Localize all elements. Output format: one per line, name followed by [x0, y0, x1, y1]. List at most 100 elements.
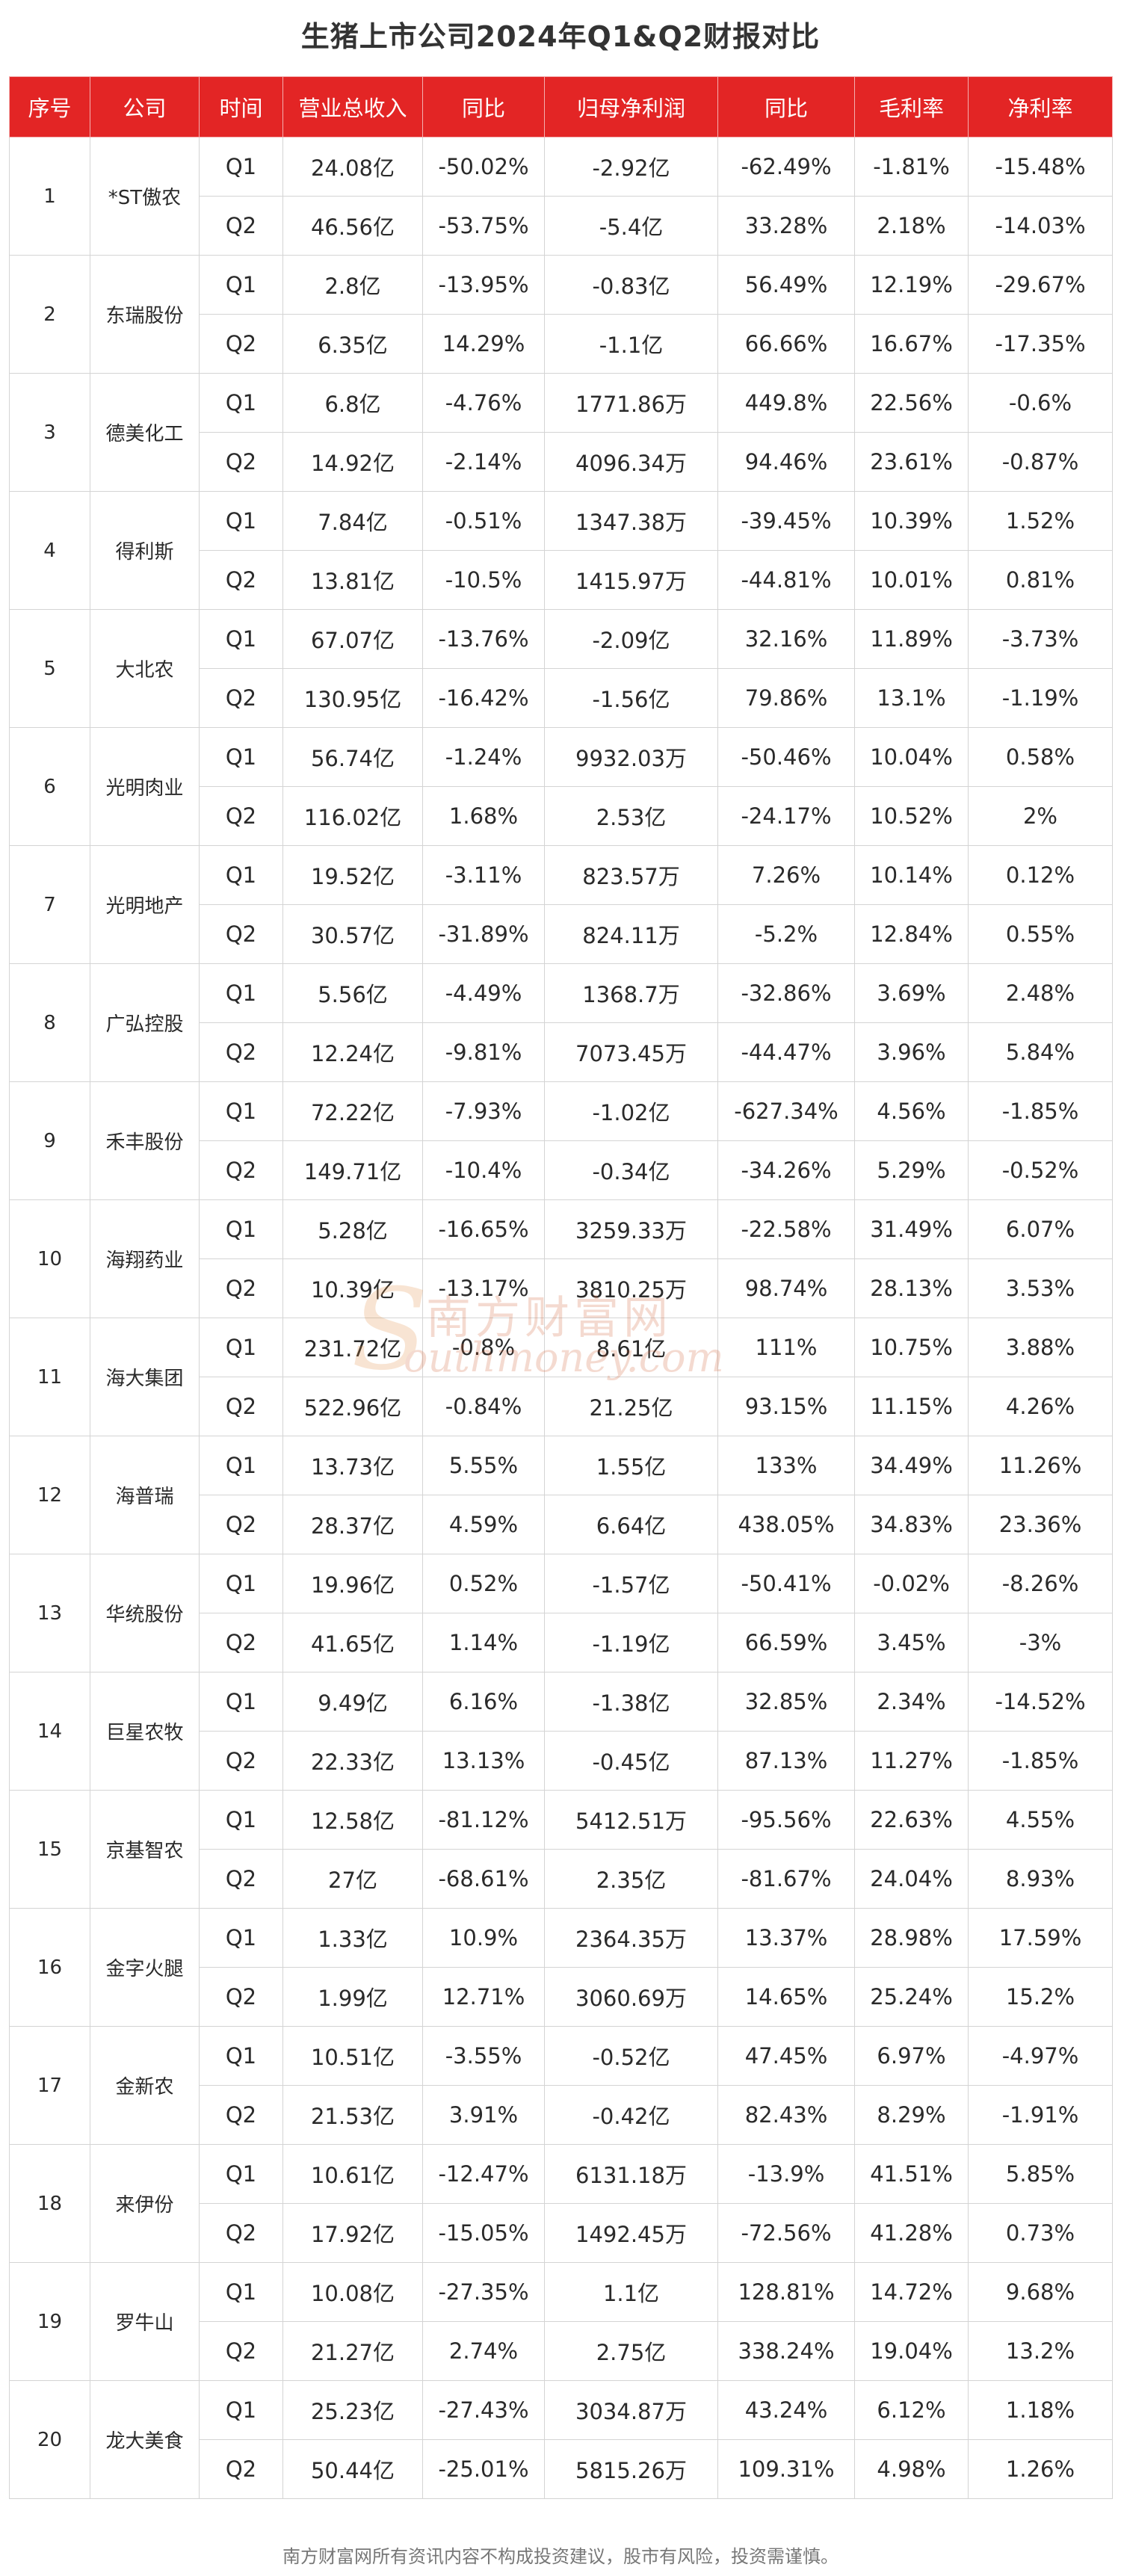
cell-revenue-yoy: -3.11%	[422, 845, 545, 905]
table-row: Q2 13.81亿 -10.5% 1415.97万 -44.81% 10.01% 0.81%	[10, 550, 1113, 610]
cell-gross-margin: 34.49%	[854, 1436, 969, 1495]
cell-company: 禾丰股份	[90, 1081, 200, 1200]
cell-period: Q2	[199, 2203, 283, 2263]
cell-net-margin: 5.85%	[968, 2144, 1113, 2204]
cell-net-profit: -1.57亿	[544, 1554, 718, 1613]
cell-revenue-yoy: 13.13%	[422, 1731, 545, 1791]
cell-gross-margin: 10.75%	[854, 1318, 969, 1377]
cell-index: 14	[9, 1672, 90, 1791]
cell-period: Q1	[199, 2262, 283, 2322]
cell-profit-yoy: 87.13%	[717, 1731, 855, 1791]
cell-net-profit: -0.34亿	[544, 1140, 718, 1200]
cell-period: Q1	[199, 1199, 283, 1259]
financial-comparison-table: 序号 公司 时间 营业总收入 同比 归母净利润 同比 毛利率 净利率 1 *ST傲…	[9, 76, 1113, 2499]
cell-revenue-yoy: -1.24%	[422, 727, 545, 787]
cell-profit-yoy: 33.28%	[717, 196, 855, 256]
cell-net-margin: 4.26%	[968, 1377, 1113, 1436]
table-row: 4 得利斯 Q1 7.84亿 -0.51% 1347.38万 -39.45% 10.39% 1.…	[9, 491, 1113, 610]
cell-net-profit: 2364.35万	[544, 1908, 718, 1968]
table-row: 5 大北农 Q1 67.07亿 -13.76% -2.09亿 32.16% 11.89% -3.…	[9, 609, 1113, 728]
cell-profit-yoy: -22.58%	[717, 1199, 855, 1259]
cell-revenue: 6.35亿	[282, 314, 423, 374]
cell-index: 18	[9, 2144, 90, 2263]
cell-revenue: 30.57亿	[282, 904, 423, 964]
cell-profit-yoy: 66.66%	[717, 314, 855, 374]
cell-gross-margin: 25.24%	[854, 1967, 969, 2027]
cell-index: 2	[9, 255, 90, 374]
cell-gross-margin: 22.56%	[854, 373, 969, 433]
cell-gross-margin: 10.01%	[854, 550, 969, 610]
cell-net-profit: 2.35亿	[544, 1849, 718, 1909]
cell-net-profit: -0.52亿	[544, 2026, 718, 2086]
table-row: Q2 14.92亿 -2.14% 4096.34万 94.46% 23.61% -0.87%	[10, 432, 1113, 492]
cell-net-margin: 0.73%	[968, 2203, 1113, 2263]
cell-profit-yoy: 98.74%	[717, 1258, 855, 1318]
cell-revenue-yoy: -13.76%	[422, 609, 545, 669]
cell-net-margin: 1.18%	[968, 2380, 1113, 2440]
cell-net-margin: 4.55%	[968, 1790, 1113, 1850]
cell-net-margin: 0.12%	[968, 845, 1113, 905]
cell-revenue: 21.53亿	[282, 2085, 423, 2145]
cell-profit-yoy: -34.26%	[717, 1140, 855, 1200]
cell-net-margin: 0.55%	[968, 904, 1113, 964]
table-row: 10 海翔药业 Q1 5.28亿 -16.65% 3259.33万 -22.58% 31.49…	[9, 1199, 1113, 1318]
cell-net-margin: 0.81%	[968, 550, 1113, 610]
cell-gross-margin: 11.15%	[854, 1377, 969, 1436]
cell-company: 广弘控股	[90, 963, 200, 1082]
table-row: Q2 27亿 -68.61% 2.35亿 -81.67% 24.04% 8.93%	[10, 1849, 1113, 1909]
cell-net-profit: -0.45亿	[544, 1731, 718, 1791]
cell-revenue: 9.49亿	[282, 1672, 423, 1732]
cell-profit-yoy: -81.67%	[717, 1849, 855, 1909]
cell-net-profit: -1.38亿	[544, 1672, 718, 1732]
cell-profit-yoy: 43.24%	[717, 2380, 855, 2440]
cell-net-margin: 1.52%	[968, 491, 1113, 551]
cell-profit-yoy: -62.49%	[717, 137, 855, 197]
cell-net-margin: -17.35%	[968, 314, 1113, 374]
cell-profit-yoy: -72.56%	[717, 2203, 855, 2263]
table-row: Q2 149.71亿 -10.4% -0.34亿 -34.26% 5.29% -0.52%	[10, 1140, 1113, 1200]
cell-period: Q1	[199, 255, 283, 315]
cell-revenue: 10.51亿	[282, 2026, 423, 2086]
cell-net-margin: 11.26%	[968, 1436, 1113, 1495]
table-row: Q2 21.53亿 3.91% -0.42亿 82.43% 8.29% -1.91%	[10, 2085, 1113, 2145]
cell-gross-margin: 10.39%	[854, 491, 969, 551]
cell-profit-yoy: 32.16%	[717, 609, 855, 669]
cell-revenue: 56.74亿	[282, 727, 423, 787]
cell-profit-yoy: 133%	[717, 1436, 855, 1495]
cell-profit-yoy: -50.41%	[717, 1554, 855, 1613]
cell-net-margin: -29.67%	[968, 255, 1113, 315]
cell-net-margin: -14.52%	[968, 1672, 1113, 1732]
cell-company: 得利斯	[90, 491, 200, 610]
cell-net-profit: 1.55亿	[544, 1436, 718, 1495]
cell-revenue: 72.22亿	[282, 1081, 423, 1141]
cell-revenue: 1.33亿	[282, 1908, 423, 1968]
cell-index: 7	[9, 845, 90, 964]
column-header-period: 时间	[199, 76, 283, 138]
cell-net-margin: 23.36%	[968, 1495, 1113, 1554]
cell-period: Q2	[199, 904, 283, 964]
cell-profit-yoy: -44.81%	[717, 550, 855, 610]
cell-net-profit: 8.61亿	[544, 1318, 718, 1377]
cell-revenue: 149.71亿	[282, 1140, 423, 1200]
cell-profit-yoy: 338.24%	[717, 2321, 855, 2381]
table-row: 15 京基智农 Q1 12.58亿 -81.12% 5412.51万 -95.56% 22.6…	[9, 1790, 1113, 1909]
table-row: Q2 30.57亿 -31.89% 824.11万 -5.2% 12.84% 0.55%	[10, 904, 1113, 964]
cell-revenue: 522.96亿	[282, 1377, 423, 1436]
cell-net-profit: 1771.86万	[544, 373, 718, 433]
cell-period: Q1	[199, 2380, 283, 2440]
cell-revenue-yoy: -50.02%	[422, 137, 545, 197]
cell-net-margin: -1.19%	[968, 668, 1113, 728]
cell-net-margin: -1.85%	[968, 1081, 1113, 1141]
cell-profit-yoy: 14.65%	[717, 1967, 855, 2027]
cell-profit-yoy: 449.8%	[717, 373, 855, 433]
cell-revenue: 12.24亿	[282, 1022, 423, 1082]
cell-revenue: 19.96亿	[282, 1554, 423, 1613]
cell-company: 来伊份	[90, 2144, 200, 2263]
cell-period: Q2	[199, 1849, 283, 1909]
column-header-gross-margin: 毛利率	[854, 76, 969, 138]
cell-profit-yoy: 128.81%	[717, 2262, 855, 2322]
cell-index: 8	[9, 963, 90, 1082]
cell-period: Q1	[199, 2026, 283, 2086]
cell-period: Q1	[199, 373, 283, 433]
cell-gross-margin: 4.56%	[854, 1081, 969, 1141]
